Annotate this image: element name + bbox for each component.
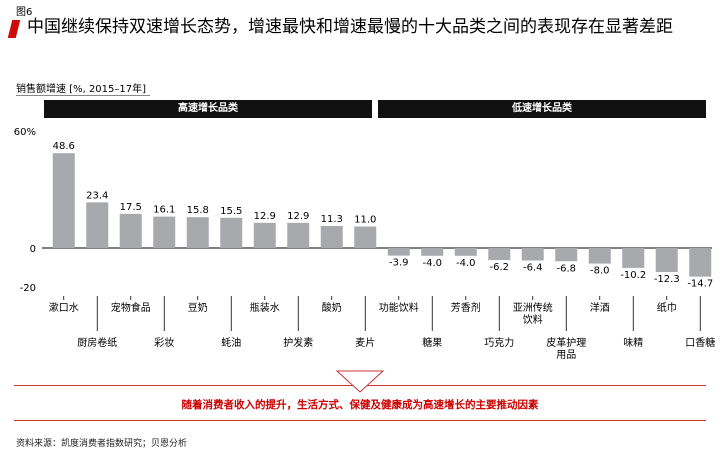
category-label: 麦片: [355, 336, 375, 349]
bar: [354, 226, 377, 248]
figure-label: 图6: [16, 7, 33, 18]
y-axis-label: 销售额增速 [%, 2015–17年]: [16, 84, 147, 95]
bar-value-label: -10.2: [620, 270, 646, 281]
group-header-low: 低速增长品类: [378, 100, 706, 118]
bar: [253, 222, 276, 248]
category-label: 漱口水: [49, 302, 79, 314]
bar-value-label: 12.9: [254, 211, 276, 222]
bar-value-label: -6.4: [523, 262, 543, 273]
bar: [86, 202, 109, 248]
bar: [220, 217, 243, 248]
bar: [287, 222, 310, 248]
category-label: 味精: [623, 336, 643, 349]
bar: [153, 216, 176, 248]
category-label: 芳香剂: [451, 301, 481, 314]
bar-value-label: 16.1: [153, 205, 175, 216]
y-tick-label: 60%: [14, 127, 36, 138]
category-label: 皮革护理用品: [546, 336, 586, 361]
category-label: 蚝油: [221, 336, 241, 349]
bar-value-label: 11.0: [354, 215, 376, 226]
y-tick-label: -20: [20, 283, 36, 294]
category-label: 护发素: [283, 336, 313, 349]
bar: [421, 248, 444, 256]
bar-value-label: 48.6: [53, 141, 75, 152]
down-arrow-icon: [335, 370, 385, 393]
bar: [689, 248, 712, 277]
bar: [186, 217, 209, 248]
bar-chart: 60% 0 -20 48.6 漱口水 23.4 厨房卷纸 17.5 宠物食品 16.1 彩妆 15.8…: [14, 127, 715, 361]
category-label: 功能饮料: [379, 301, 419, 314]
category-label: 豆奶: [188, 302, 208, 314]
bar-value-label: -6.2: [489, 262, 509, 273]
bar: [588, 248, 611, 264]
bar-value-label: 11.3: [321, 214, 343, 225]
bar-value-label: 12.9: [287, 211, 309, 222]
group-header-high: 高速增长品类: [44, 100, 372, 118]
bar-value-label: 15.5: [220, 206, 242, 217]
category-label: 酸奶: [322, 301, 342, 314]
category-label: 口香糖: [685, 336, 715, 349]
bar: [52, 153, 75, 248]
category-label: 瓶装水: [250, 301, 280, 314]
bar-value-label: -4.0: [456, 258, 476, 269]
source-note: 资料来源：凯度消费者指数研究；贝恩分析: [16, 439, 188, 449]
bar-value-label: 15.8: [187, 205, 209, 216]
bar-value-label: -8.0: [590, 266, 610, 277]
category-label: 亚洲传统饮料: [513, 301, 553, 326]
callout-text: 随着消费者收入的提升，生活方式、保健及健康成为高速增长的主要推动因素: [181, 399, 539, 411]
bar-value-label: 23.4: [86, 190, 108, 201]
bar: [387, 248, 410, 256]
bar: [555, 248, 578, 262]
bar-value-label: -12.3: [654, 274, 680, 285]
category-label: 宠物食品: [111, 301, 151, 314]
bar-value-label: -4.0: [422, 258, 442, 269]
category-label: 彩妆: [154, 336, 174, 349]
bar-value-label: 17.5: [120, 202, 142, 213]
y-axis-label-underline: [16, 95, 150, 96]
category-label: 纸巾: [657, 301, 677, 314]
bar: [622, 248, 645, 268]
category-label: 糖果: [422, 336, 442, 349]
bar: [320, 225, 343, 248]
bar: [454, 248, 477, 256]
bar-value-label: -6.8: [556, 263, 576, 274]
bar-value-label: -14.7: [687, 279, 713, 290]
bar: [655, 248, 678, 272]
category-label: 巧克力: [484, 336, 514, 349]
y-tick-label: 0: [30, 244, 36, 255]
category-label: 洋酒: [590, 301, 610, 314]
chart-title: 中国继续保持双速增长态势，增速最快和增速最慢的十大品类之间的表现存在显著差距: [27, 17, 673, 37]
category-label: 厨房卷纸: [77, 336, 117, 349]
bar: [521, 248, 544, 261]
bar: [488, 248, 511, 261]
bar-value-label: -3.9: [389, 258, 409, 269]
bar: [119, 213, 142, 248]
